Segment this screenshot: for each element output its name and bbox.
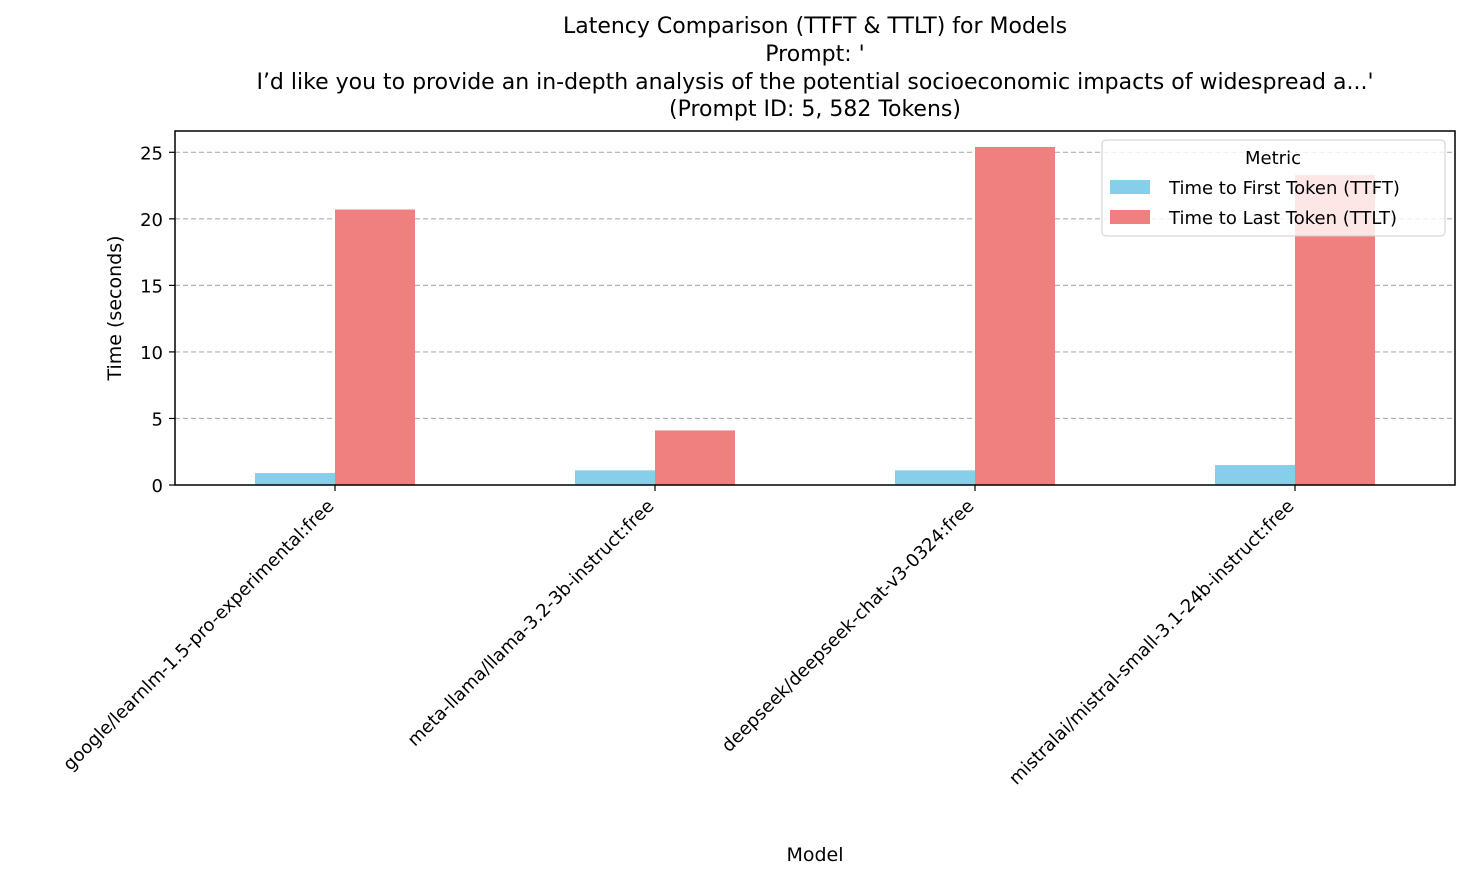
legend-title: Metric bbox=[1245, 148, 1301, 169]
y-axis: 0 5 10 15 20 25 bbox=[140, 143, 175, 497]
plot-area-frame bbox=[174, 130, 1456, 486]
bars bbox=[255, 146, 1375, 486]
bar-ttft bbox=[575, 470, 655, 485]
y-tick-label: 15 bbox=[140, 276, 163, 297]
chart-title-line-4: (Prompt ID: 5, 582 Tokens) bbox=[669, 97, 961, 122]
x-tick-label: mistralai/mistral-small-3.1-24b-instruct… bbox=[1005, 496, 1298, 789]
legend-label-ttft: Time to First Token (TTFT) bbox=[1168, 178, 1400, 199]
x-axis: google/learnlm-1.5-pro-experimental:free… bbox=[59, 485, 1299, 789]
chart-title: Latency Comparison (TTFT & TTLT) for Mod… bbox=[256, 14, 1373, 122]
x-axis-label: Model bbox=[786, 844, 843, 866]
y-tick-label: 25 bbox=[140, 143, 163, 164]
legend-box bbox=[1101, 139, 1446, 237]
legend: Metric Time to First Token (TTFT) Time t… bbox=[1101, 139, 1446, 237]
chart-title-line-1: Latency Comparison (TTFT & TTLT) for Mod… bbox=[563, 14, 1067, 39]
y-tick-label: 0 bbox=[152, 476, 163, 497]
bar-ttlt bbox=[975, 146, 1055, 486]
legend-swatch-ttft bbox=[1110, 180, 1150, 194]
y-tick-label: 5 bbox=[152, 409, 163, 430]
bar-ttft bbox=[255, 473, 335, 485]
legend-swatch-ttlt bbox=[1110, 210, 1150, 224]
y-tick-label: 10 bbox=[140, 343, 163, 364]
x-tick-label: deepseek/deepseek-chat-v3-0324:free bbox=[718, 496, 979, 757]
x-tick-label: google/learnlm-1.5-pro-experimental:free bbox=[59, 496, 338, 775]
bar-ttft bbox=[895, 470, 975, 485]
bar-ttlt bbox=[655, 430, 735, 485]
bar-ttlt bbox=[335, 209, 415, 485]
y-axis-label: Time (seconds) bbox=[104, 235, 126, 381]
bar-ttft bbox=[1215, 465, 1295, 485]
chart-title-line-3: I’d like you to provide an in-depth anal… bbox=[256, 70, 1373, 95]
chart-title-line-2: Prompt: ' bbox=[765, 42, 864, 67]
legend-label-ttlt: Time to Last Token (TTLT) bbox=[1168, 208, 1397, 229]
y-tick-label: 20 bbox=[140, 210, 163, 231]
x-tick-label: meta-llama/llama-3.2-3b-instruct:free bbox=[404, 496, 659, 751]
